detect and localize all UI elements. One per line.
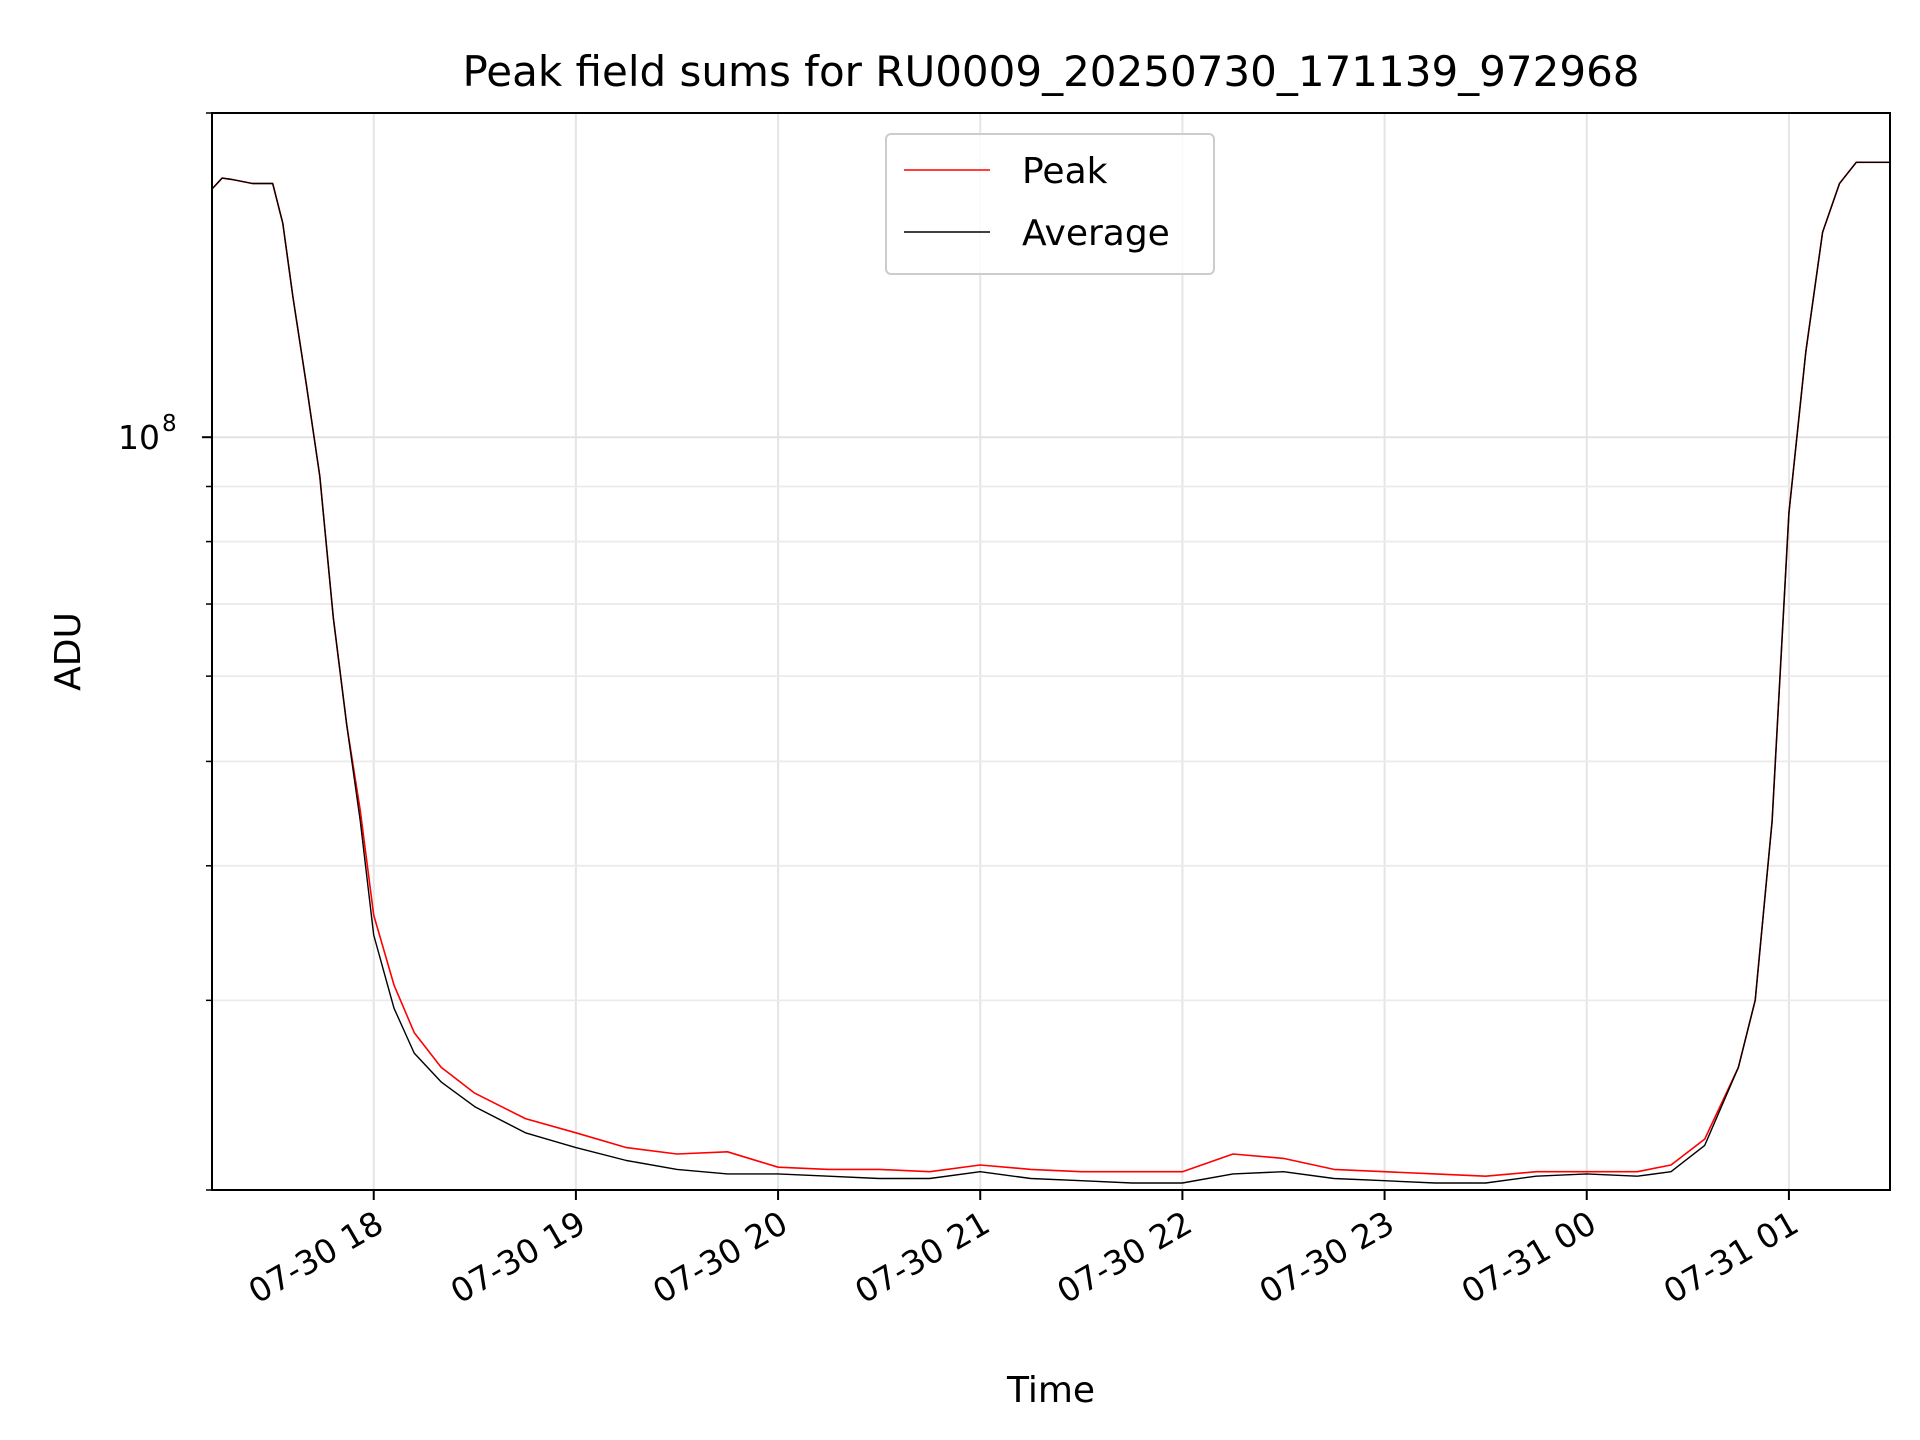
- plot-frame: [211, 112, 1891, 1191]
- y-tick-label-exponent: 8: [162, 411, 177, 437]
- legend: Peak Average: [885, 133, 1215, 275]
- series-layer: [212, 161, 1890, 1184]
- x-axis-label: Time: [1006, 1370, 1095, 1411]
- y-tick-label-base: 10: [118, 418, 160, 457]
- legend-label-average: Average: [1022, 213, 1170, 254]
- series-line-average: [212, 161, 1890, 1184]
- legend-label-peak: Peak: [1022, 151, 1108, 192]
- legend-box: [885, 133, 1215, 275]
- y-axis-label: ADU: [48, 612, 89, 691]
- chart-title: Peak field sums for RU0009_20250730_1711…: [462, 47, 1639, 96]
